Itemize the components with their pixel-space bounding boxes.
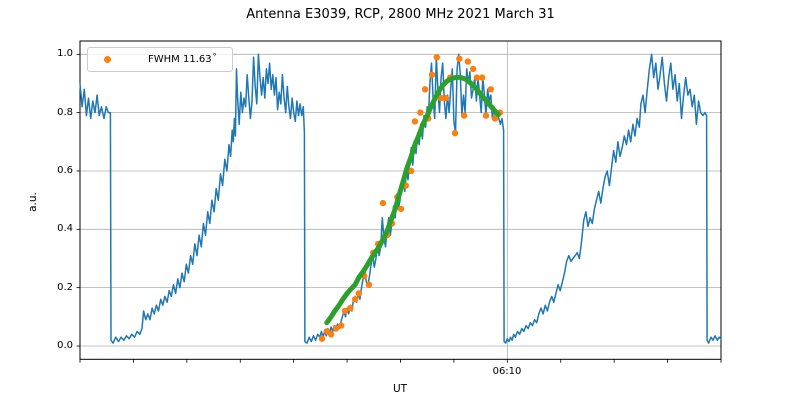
y-axis-label: a.u.: [27, 192, 39, 212]
x-axis-label: UT: [392, 383, 408, 395]
legend: FWHM 11.63°: [87, 47, 233, 72]
fit-samples-point: [318, 335, 326, 342]
fit-samples-point: [487, 86, 494, 93]
fit-samples-point: [482, 112, 490, 119]
degree-symbol: °: [212, 52, 217, 61]
fit-samples-point: [379, 199, 387, 207]
fit-samples-point: [351, 296, 359, 303]
y-tick-label: 0.4: [57, 223, 73, 235]
fit-samples-point: [433, 54, 440, 61]
y-tick-label: 0.2: [57, 281, 73, 293]
fit-samples-point: [469, 65, 477, 73]
fit-samples-point: [464, 58, 471, 65]
fit-samples-point: [332, 325, 340, 332]
fit-samples-point: [456, 55, 463, 62]
y-tick-label: 0.6: [57, 164, 73, 176]
fit-samples-point: [437, 94, 445, 102]
legend-label: FWHM 11.63°: [148, 52, 217, 65]
y-tick-label: 0.8: [57, 106, 73, 118]
legend-marker-dot-icon: [104, 56, 111, 63]
fit-samples-point: [473, 74, 481, 81]
fit-samples-point: [341, 307, 349, 315]
x-tick-label: 06:10: [492, 366, 522, 377]
fit-samples-point: [442, 94, 450, 102]
fit-samples-point: [338, 322, 345, 329]
y-tick-label: 1.0: [57, 48, 73, 60]
fit-samples-point: [428, 71, 436, 78]
fit-samples-point: [408, 167, 415, 175]
fit-samples-point: [460, 112, 468, 119]
fit-samples-point: [347, 304, 354, 312]
chart-title: Antenna E3039, RCP, 2800 MHz 2021 March …: [246, 7, 555, 22]
fit-samples-point: [451, 129, 459, 137]
y-tick-label: 0.0: [57, 340, 73, 351]
fit-samples-point: [365, 281, 373, 288]
fit-samples-point: [355, 290, 362, 297]
fit-samples-point: [327, 331, 335, 338]
fit-samples-point: [411, 118, 419, 125]
fit-samples-point: [479, 74, 486, 81]
gaussian-fit-line: [324, 74, 501, 326]
fit-samples-point: [421, 86, 429, 93]
fit-samples-point: [491, 115, 499, 122]
fit-samples-point: [417, 109, 424, 116]
fit-samples-point: [397, 205, 405, 213]
axes-spines: [79, 40, 722, 360]
